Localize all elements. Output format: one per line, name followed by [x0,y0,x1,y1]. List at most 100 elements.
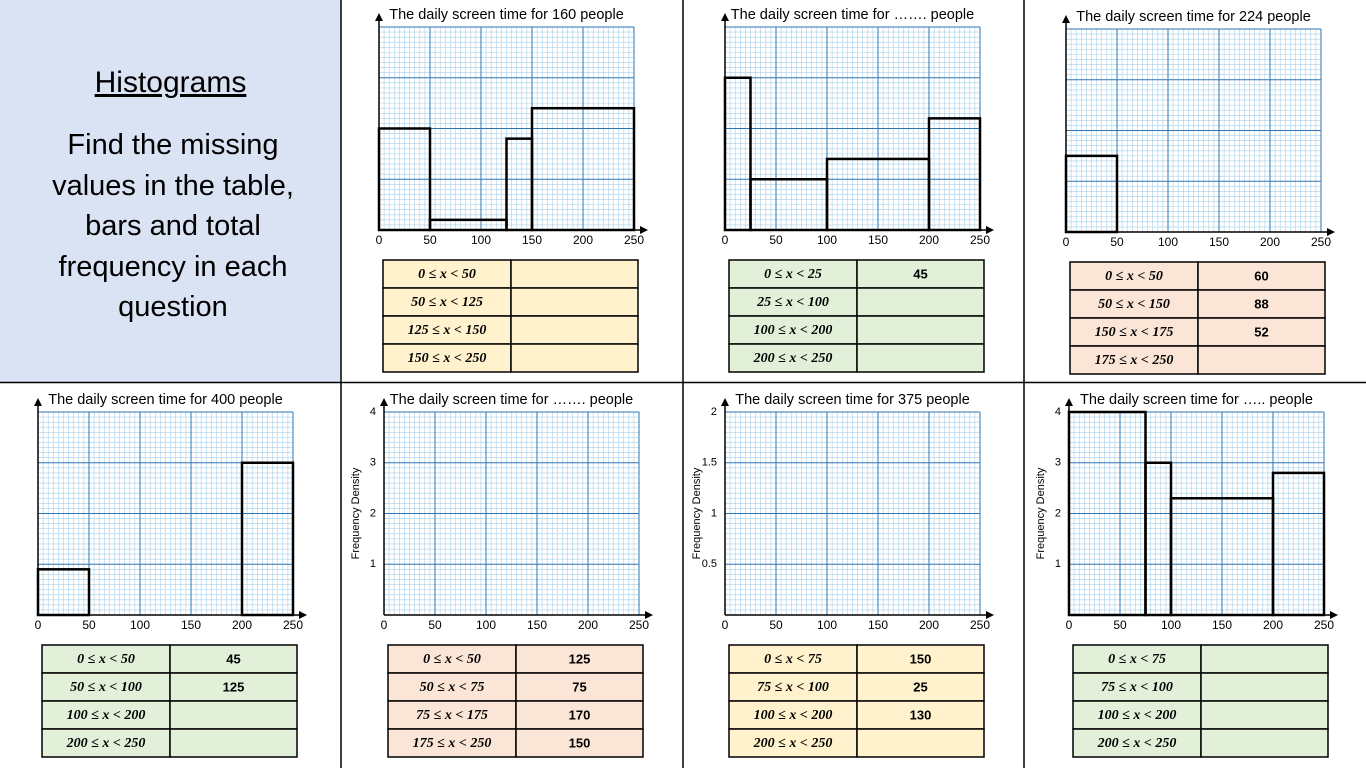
class-interval: 100 ≤ x < 200 [1098,708,1177,723]
y-tick-label: 1 [370,558,376,570]
table-cell [510,287,639,317]
x-tick-label: 0 [35,618,42,632]
intro-panel: Histograms Find the missing values in th… [0,0,341,382]
table-cell [856,728,985,758]
table-cell [169,672,298,702]
frequency: 125 [223,679,245,694]
frequency: 45 [913,266,927,281]
table-cell [510,343,639,373]
y-tick-label: 2 [1055,507,1061,519]
y-tick-label: 1 [1055,558,1061,570]
x-tick-label: 100 [130,618,150,632]
x-tick-label: 250 [970,233,990,247]
x-tick-label: 150 [181,618,201,632]
frequency: 60 [1254,268,1268,283]
x-tick-label: 250 [1314,618,1334,632]
table-cell [1200,644,1329,674]
frequency: 150 [569,735,591,750]
class-interval: 125 ≤ x < 150 [408,323,487,338]
table-cell [856,700,985,730]
x-tick-label: 150 [522,233,542,247]
class-interval: 0 ≤ x < 75 [764,652,822,667]
x-tick-label: 200 [578,618,598,632]
class-interval: 175 ≤ x < 250 [1095,353,1174,368]
class-interval: 0 ≤ x < 50 [418,267,476,282]
x-tick-label: 0 [376,233,383,247]
graph-paper [379,26,634,230]
x-tick-label: 250 [1311,235,1331,249]
table-cell [856,259,985,289]
y-axis-label: Frequency Density [1035,467,1047,559]
x-tick-label: 0 [722,618,729,632]
y-tick-label: 1.5 [702,457,717,469]
class-interval: 200 ≤ x < 250 [753,351,833,366]
class-interval: 75 ≤ x < 100 [757,680,829,695]
class-interval: 0 ≤ x < 50 [423,652,481,667]
y-tick-label: 0.5 [702,558,717,570]
x-tick-label: 0 [381,618,388,632]
frequency: 25 [913,679,927,694]
table-cell [169,728,298,758]
table-cell [515,728,644,758]
x-tick-label: 150 [1212,618,1232,632]
x-tick-label: 200 [919,233,939,247]
table-cell [728,672,858,702]
histogram-bar [530,106,636,232]
x-tick-label: 100 [1158,235,1178,249]
table-cell [515,644,644,674]
chart-title: The daily screen time for 375 people [735,392,970,408]
x-tick-label: 200 [1260,235,1280,249]
table-cell [728,259,858,289]
table-cell [387,728,517,758]
x-tick-label: 100 [817,233,837,247]
chart-title: The daily screen time for ……. people [390,392,633,408]
table-cell [169,700,298,730]
table-cell [856,343,985,373]
table-cell [1200,672,1329,702]
x-tick-label: 200 [232,618,252,632]
y-axis-label: Frequency Density [350,467,362,559]
class-interval: 50 ≤ x < 100 [70,680,142,695]
table-cell [1197,345,1326,375]
x-tick-label: 100 [471,233,491,247]
class-interval: 200 ≤ x < 250 [66,736,146,751]
x-tick-label: 50 [769,618,783,632]
table-cell [382,287,512,317]
class-interval: 200 ≤ x < 250 [1097,736,1177,751]
y-tick-label: 2 [711,406,717,418]
table-cell [1072,728,1202,758]
y-tick-label: 2 [370,507,376,519]
table-cell [510,315,639,345]
x-tick-label: 200 [1263,618,1283,632]
table-cell [856,672,985,702]
frequency: 150 [910,651,932,666]
frequency: 45 [226,651,240,666]
x-tick-label: 100 [817,618,837,632]
frequency: 170 [569,707,591,722]
x-tick-label: 50 [428,618,442,632]
frequency: 125 [569,651,591,666]
chart-title: The daily screen time for ….. people [1080,392,1313,408]
class-interval: 100 ≤ x < 200 [754,323,833,338]
table-cell [856,287,985,317]
y-tick-label: 3 [1055,457,1061,469]
chart-title: The daily screen time for 400 people [48,392,283,408]
y-tick-label: 3 [370,457,376,469]
class-interval: 150 ≤ x < 250 [408,351,487,366]
x-tick-label: 0 [1066,618,1073,632]
x-tick-label: 250 [970,618,990,632]
x-tick-label: 50 [769,233,783,247]
class-interval: 0 ≤ x < 50 [77,652,135,667]
histogram-bar [1271,471,1326,617]
chart-title: The daily screen time for ……. people [731,7,974,23]
y-tick-label: 1 [711,507,717,519]
x-tick-label: 100 [1161,618,1181,632]
table-cell [1069,345,1199,375]
table-cell [1200,728,1329,758]
graph-paper [725,26,980,230]
table-cell [856,644,985,674]
table-cell [1197,261,1326,291]
x-tick-label: 200 [919,618,939,632]
class-interval: 75 ≤ x < 100 [1101,680,1173,695]
